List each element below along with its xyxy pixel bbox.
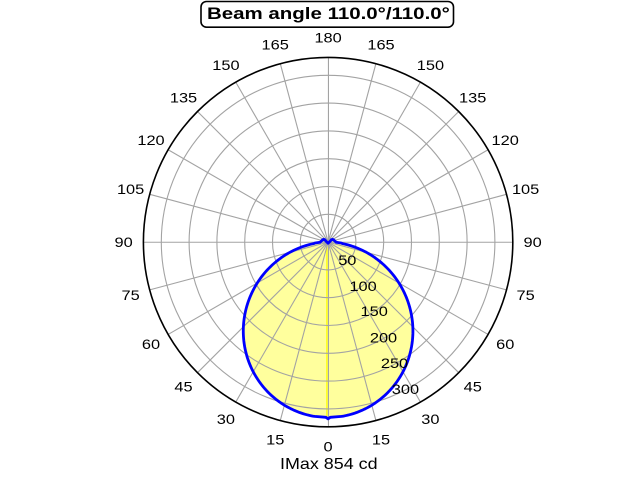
svg-text:180: 180 — [314, 31, 341, 47]
svg-text:250: 250 — [381, 356, 408, 372]
svg-text:90: 90 — [523, 235, 541, 251]
svg-text:165: 165 — [262, 38, 289, 54]
svg-text:45: 45 — [174, 380, 192, 396]
svg-text:30: 30 — [421, 412, 439, 428]
svg-text:150: 150 — [212, 58, 239, 74]
svg-text:135: 135 — [459, 90, 486, 106]
svg-text:IMax 854 cd: IMax 854 cd — [280, 455, 378, 473]
svg-text:120: 120 — [137, 133, 164, 149]
svg-text:60: 60 — [142, 337, 160, 353]
svg-text:105: 105 — [512, 182, 539, 198]
svg-text:165: 165 — [367, 38, 394, 54]
svg-text:0: 0 — [324, 440, 333, 456]
svg-text:120: 120 — [492, 133, 519, 149]
svg-text:300: 300 — [392, 382, 419, 398]
svg-text:60: 60 — [496, 337, 514, 353]
svg-text:200: 200 — [370, 330, 397, 346]
svg-text:100: 100 — [349, 279, 376, 295]
svg-text:15: 15 — [372, 433, 390, 449]
svg-text:75: 75 — [121, 288, 139, 304]
svg-text:105: 105 — [117, 182, 144, 198]
svg-text:150: 150 — [361, 304, 388, 320]
svg-text:90: 90 — [114, 235, 132, 251]
svg-text:150: 150 — [417, 58, 444, 74]
svg-text:45: 45 — [464, 380, 482, 396]
svg-text:135: 135 — [170, 90, 197, 106]
svg-text:Beam angle 110.0°/110.0°: Beam angle 110.0°/110.0° — [207, 4, 450, 23]
svg-text:15: 15 — [266, 433, 284, 449]
svg-text:75: 75 — [516, 288, 534, 304]
svg-text:30: 30 — [217, 412, 235, 428]
svg-text:50: 50 — [338, 253, 356, 269]
